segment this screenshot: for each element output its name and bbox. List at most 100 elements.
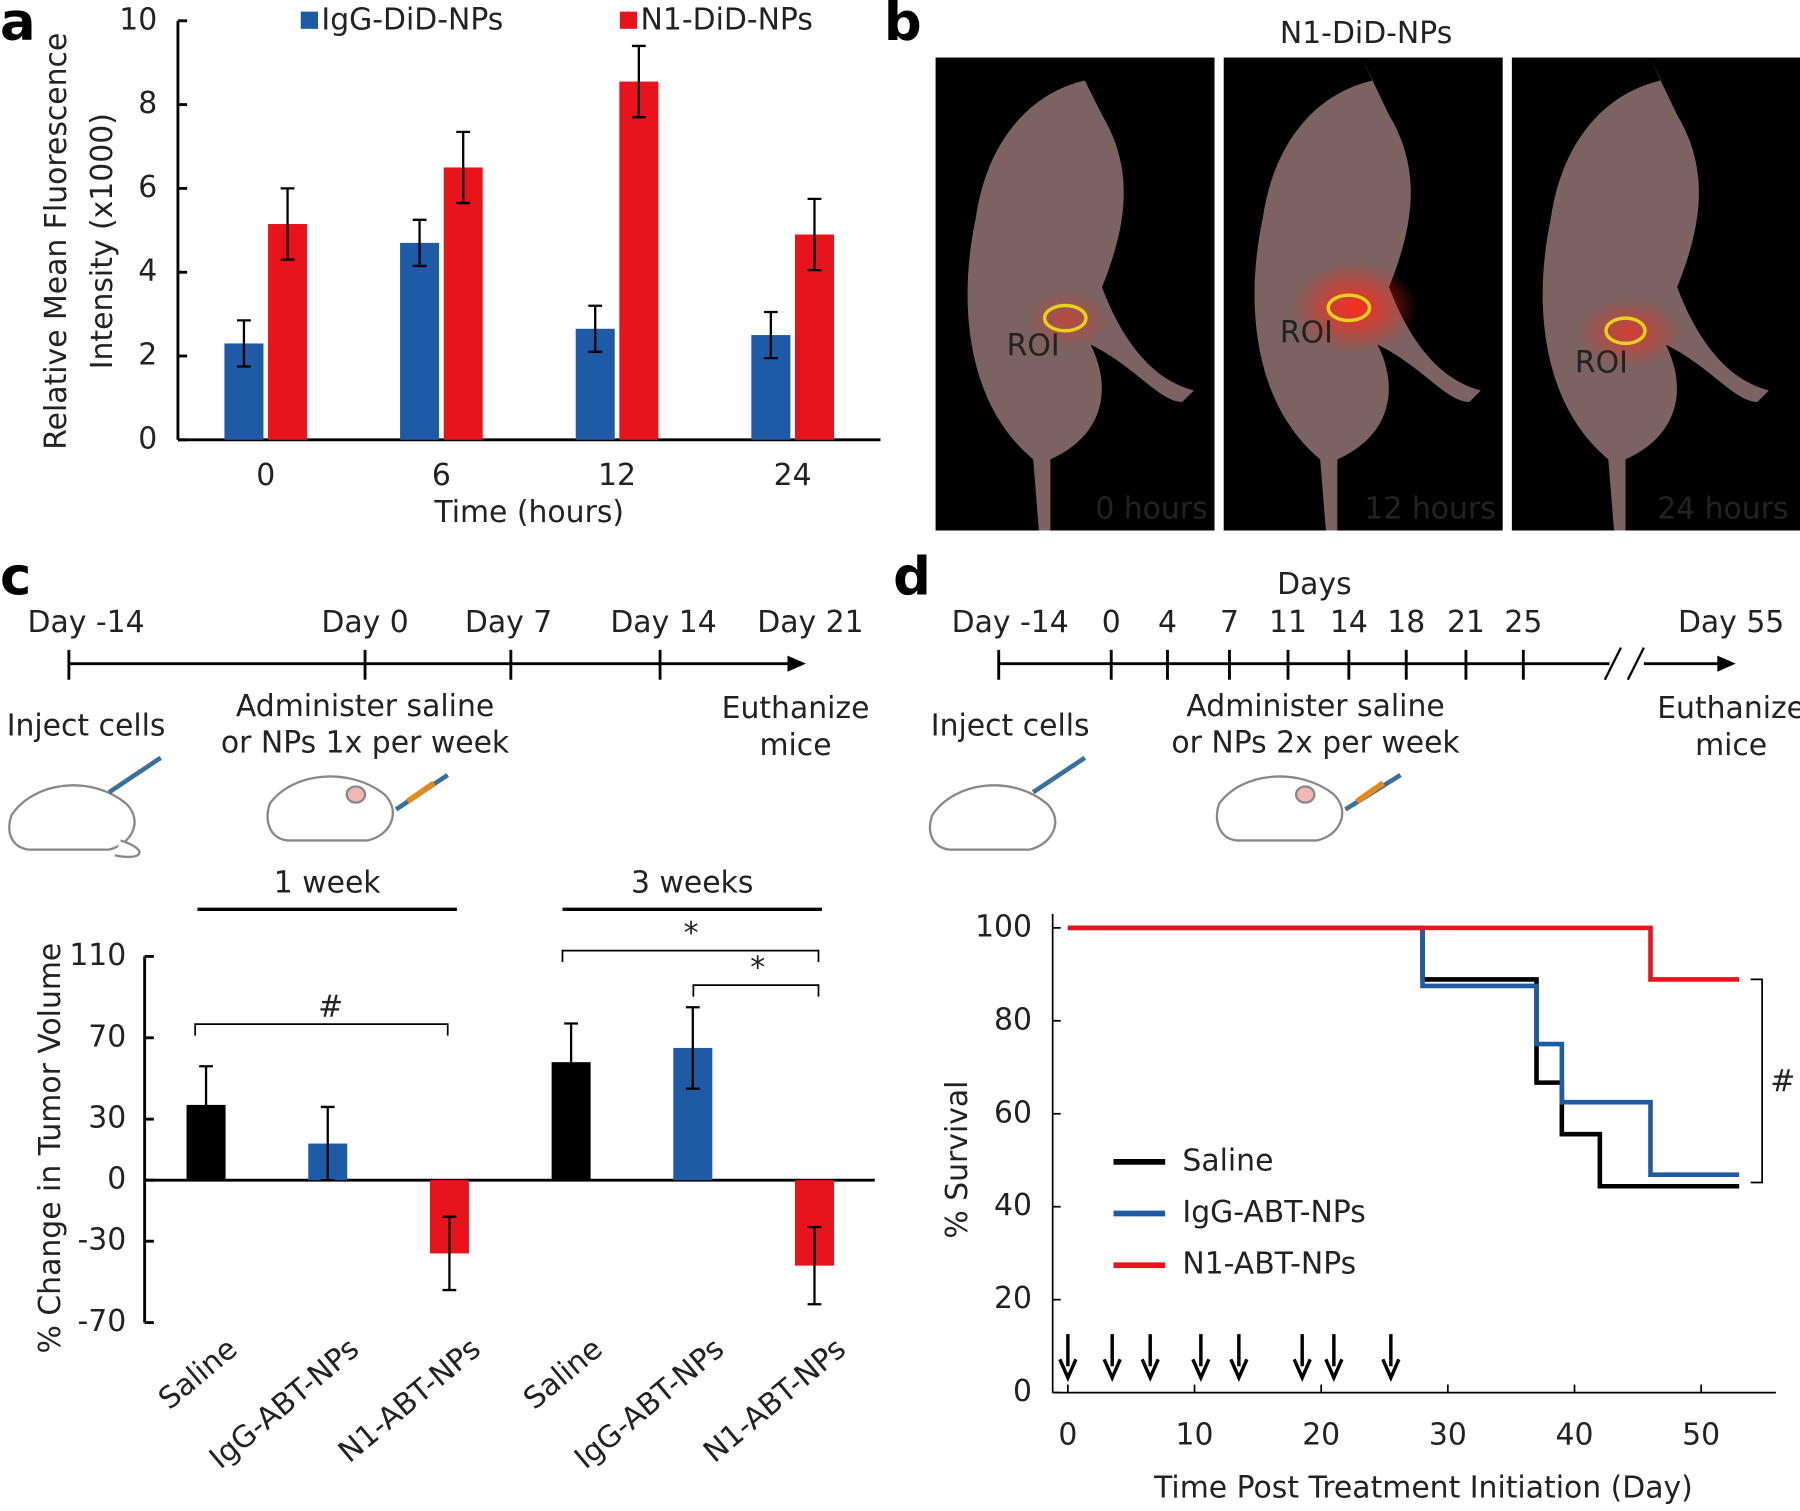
- y-tick-label: 2: [138, 338, 157, 373]
- error-bar: [280, 187, 295, 261]
- dose-arrow: [1102, 1334, 1122, 1382]
- significance-mark: #: [318, 990, 343, 1025]
- timeline-caption: mice: [759, 728, 831, 763]
- y-tick-label: -70: [78, 1304, 127, 1339]
- y-tick-label: 60: [994, 1095, 1032, 1130]
- timeline-caption: Administer saline: [1186, 689, 1444, 724]
- significance-bracket: [692, 984, 820, 997]
- error-bar: [456, 130, 471, 205]
- legend-label: Saline: [1182, 1143, 1273, 1178]
- x-tick-label: 40: [1556, 1418, 1594, 1453]
- y-axis-label: % Survival: [940, 1081, 975, 1239]
- timeline-label: 4: [1158, 605, 1177, 640]
- timeline-label: 18: [1387, 605, 1425, 640]
- y-tick-label: 40: [994, 1188, 1032, 1223]
- group-label: 3 weeks: [631, 866, 753, 901]
- timeline-label: Day 14: [610, 605, 716, 640]
- panel-label: b: [884, 0, 922, 53]
- y-tick-label: -30: [78, 1223, 127, 1258]
- timeline-label: 25: [1504, 605, 1542, 640]
- error-bar: [442, 1215, 457, 1292]
- timeline-label: Day 7: [465, 605, 552, 640]
- dose-arrow: [1292, 1334, 1312, 1382]
- mouse-images: [935, 57, 1800, 531]
- image-caption: 0 hours: [1095, 491, 1207, 526]
- bar: [619, 81, 659, 440]
- x-tick-label: 12: [598, 458, 636, 493]
- timeline-caption: or NPs 1x per week: [221, 726, 510, 761]
- y-tick-label: 4: [138, 254, 157, 289]
- error-bar: [685, 1006, 700, 1090]
- axis-break: [1603, 647, 1622, 681]
- x-tick-label: 10: [1176, 1418, 1214, 1453]
- bar: [400, 242, 440, 440]
- x-tick-label: 50: [1682, 1418, 1720, 1453]
- y-tick-label: 30: [88, 1101, 126, 1136]
- y-tick-label: 0: [138, 421, 157, 456]
- dose-arrow: [1324, 1334, 1344, 1382]
- timeline-label: Day 55: [1678, 605, 1784, 640]
- y-tick-label: 0: [1013, 1374, 1032, 1409]
- legend-label: N1-ABT-NPs: [1182, 1247, 1356, 1282]
- timeline-label: 0: [1102, 605, 1121, 640]
- timeline-caption: Administer saline: [236, 689, 494, 724]
- timeline-label: 7: [1220, 605, 1239, 640]
- y-axis-label: Intensity (x1000): [85, 113, 120, 369]
- x-tick-label: 6: [432, 458, 451, 493]
- dose-arrow: [1058, 1334, 1078, 1382]
- axis-break: [1609, 648, 1644, 679]
- axis-break: [1626, 647, 1645, 681]
- timeline-label: Day -14: [28, 605, 145, 640]
- error-bar: [631, 44, 646, 119]
- y-tick-label: 8: [138, 86, 157, 121]
- significance-mark: *: [750, 951, 765, 986]
- timeline-label: Day 0: [321, 605, 408, 640]
- roi-label: ROI: [1575, 346, 1628, 381]
- legend-label: N1-DiD-NPs: [641, 2, 813, 37]
- roi-label: ROI: [1007, 328, 1060, 363]
- y-tick-label: 70: [88, 1019, 126, 1054]
- timeline-caption: Euthanize: [722, 691, 870, 726]
- timeline-arrow: [1717, 655, 1736, 672]
- y-tick-label: 20: [994, 1281, 1032, 1316]
- survival-curve: [1067, 925, 1740, 1189]
- bar: [443, 167, 483, 440]
- legend-swatch: [300, 11, 318, 29]
- timeline-label: 11: [1269, 605, 1307, 640]
- significance-bracket: [194, 1023, 449, 1036]
- error-bar: [807, 1225, 822, 1306]
- timeline-label: Day 21: [757, 605, 863, 640]
- significance-mark: *: [684, 916, 699, 951]
- x-tick-label: Saline: [152, 1331, 244, 1416]
- y-tick-label: 10: [119, 2, 157, 37]
- dose-arrow: [1140, 1334, 1160, 1382]
- error-bar: [564, 1022, 578, 1102]
- timeline-arrow: [787, 655, 806, 672]
- y-axis-label: % Change in Tumor Volume: [33, 943, 68, 1354]
- panel-title: N1-DiD-NPs: [1280, 16, 1452, 51]
- dose-arrow: [1191, 1334, 1211, 1382]
- significance-bracket: [561, 949, 820, 963]
- x-tick-label: 0: [1058, 1418, 1077, 1453]
- significance-mark: #: [1770, 1064, 1795, 1099]
- timeline-label: 21: [1447, 605, 1485, 640]
- dose-arrow: [1381, 1334, 1401, 1382]
- y-tick-label: 100: [975, 909, 1032, 944]
- dose-arrow: [1229, 1334, 1249, 1382]
- legend-label: IgG-ABT-NPs: [1182, 1195, 1365, 1230]
- mouse-drawings: [8, 755, 1402, 859]
- error-bar: [588, 304, 603, 353]
- image-caption: 24 hours: [1657, 491, 1788, 526]
- y-tick-label: 110: [69, 938, 126, 973]
- legend-swatch: [619, 11, 638, 29]
- legend-label: IgG-DiD-NPs: [321, 2, 503, 37]
- survival-curve: [1067, 925, 1740, 1177]
- timeline-caption: Inject cells: [931, 708, 1090, 743]
- y-tick-label: 6: [138, 170, 157, 205]
- timeline-caption: Inject cells: [7, 708, 166, 743]
- x-tick-label: Saline: [517, 1331, 609, 1416]
- error-bar: [199, 1065, 213, 1145]
- timeline-caption: Euthanize: [1657, 691, 1800, 726]
- y-tick-label: 0: [107, 1162, 126, 1197]
